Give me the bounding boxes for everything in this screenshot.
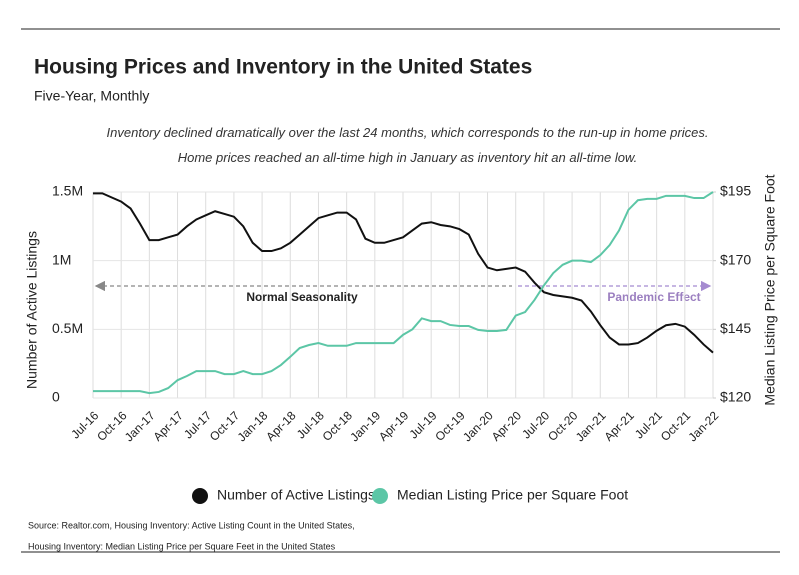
y2-tick-label: $195 bbox=[720, 183, 751, 199]
source-text: Source: Realtor.com, Housing Inventory: … bbox=[28, 520, 355, 530]
x-tick-label: Apr-20 bbox=[489, 408, 525, 444]
x-tick-label: Jan-20 bbox=[460, 408, 496, 444]
y-tick-label: 0.5M bbox=[52, 320, 83, 336]
x-tick-label: Oct-19 bbox=[432, 408, 468, 444]
x-tick-label: Apr-17 bbox=[151, 408, 187, 444]
x-tick-label: Jan-21 bbox=[573, 408, 609, 444]
y-tick-label: 1.5M bbox=[52, 183, 83, 199]
legend-marker bbox=[192, 488, 208, 504]
y2-axis-title: Median Listing Price per Square Foot bbox=[762, 174, 778, 405]
x-tick-label: Jan-19 bbox=[347, 408, 383, 444]
line-series bbox=[93, 192, 714, 354]
x-tick-label: Apr-21 bbox=[601, 408, 637, 444]
legend-marker bbox=[372, 488, 388, 504]
description: Inventory declined dramatically over the… bbox=[106, 125, 709, 165]
annotation: Normal Seasonality bbox=[246, 290, 358, 304]
x-tick-label: Jan-22 bbox=[686, 408, 722, 444]
x-tick-label: Apr-18 bbox=[263, 408, 299, 444]
source-text: Housing Inventory: Median Listing Price … bbox=[28, 541, 336, 551]
y2-tick-label: $120 bbox=[720, 389, 751, 405]
line-series bbox=[93, 191, 714, 395]
x-tick-label: Jan-17 bbox=[122, 408, 158, 444]
x-tick-label: Oct-20 bbox=[545, 408, 581, 444]
y-axis-title: Number of Active Listings bbox=[24, 231, 40, 389]
y-tick-label: 0 bbox=[52, 389, 60, 405]
legend-label: Number of Active Listings bbox=[217, 487, 375, 503]
x-tick-label: Apr-19 bbox=[376, 408, 412, 444]
annotation: Pandemic Effect bbox=[607, 290, 700, 304]
x-tick-label: Jan-18 bbox=[235, 408, 271, 444]
chart-subtitle: Five-Year, Monthly bbox=[34, 88, 149, 104]
x-tick-label: Oct-18 bbox=[320, 408, 356, 444]
y2-tick-label: $170 bbox=[720, 251, 751, 267]
chart-title: Housing Prices and Inventory in the Unit… bbox=[34, 56, 532, 79]
x-tick-label: Oct-17 bbox=[207, 408, 243, 444]
y-tick-label: 1M bbox=[52, 251, 71, 267]
legend-label: Median Listing Price per Square Foot bbox=[397, 487, 628, 503]
x-tick-label: Oct-16 bbox=[94, 408, 130, 444]
x-tick-label: Oct-21 bbox=[658, 408, 694, 444]
y2-tick-label: $145 bbox=[720, 320, 751, 336]
